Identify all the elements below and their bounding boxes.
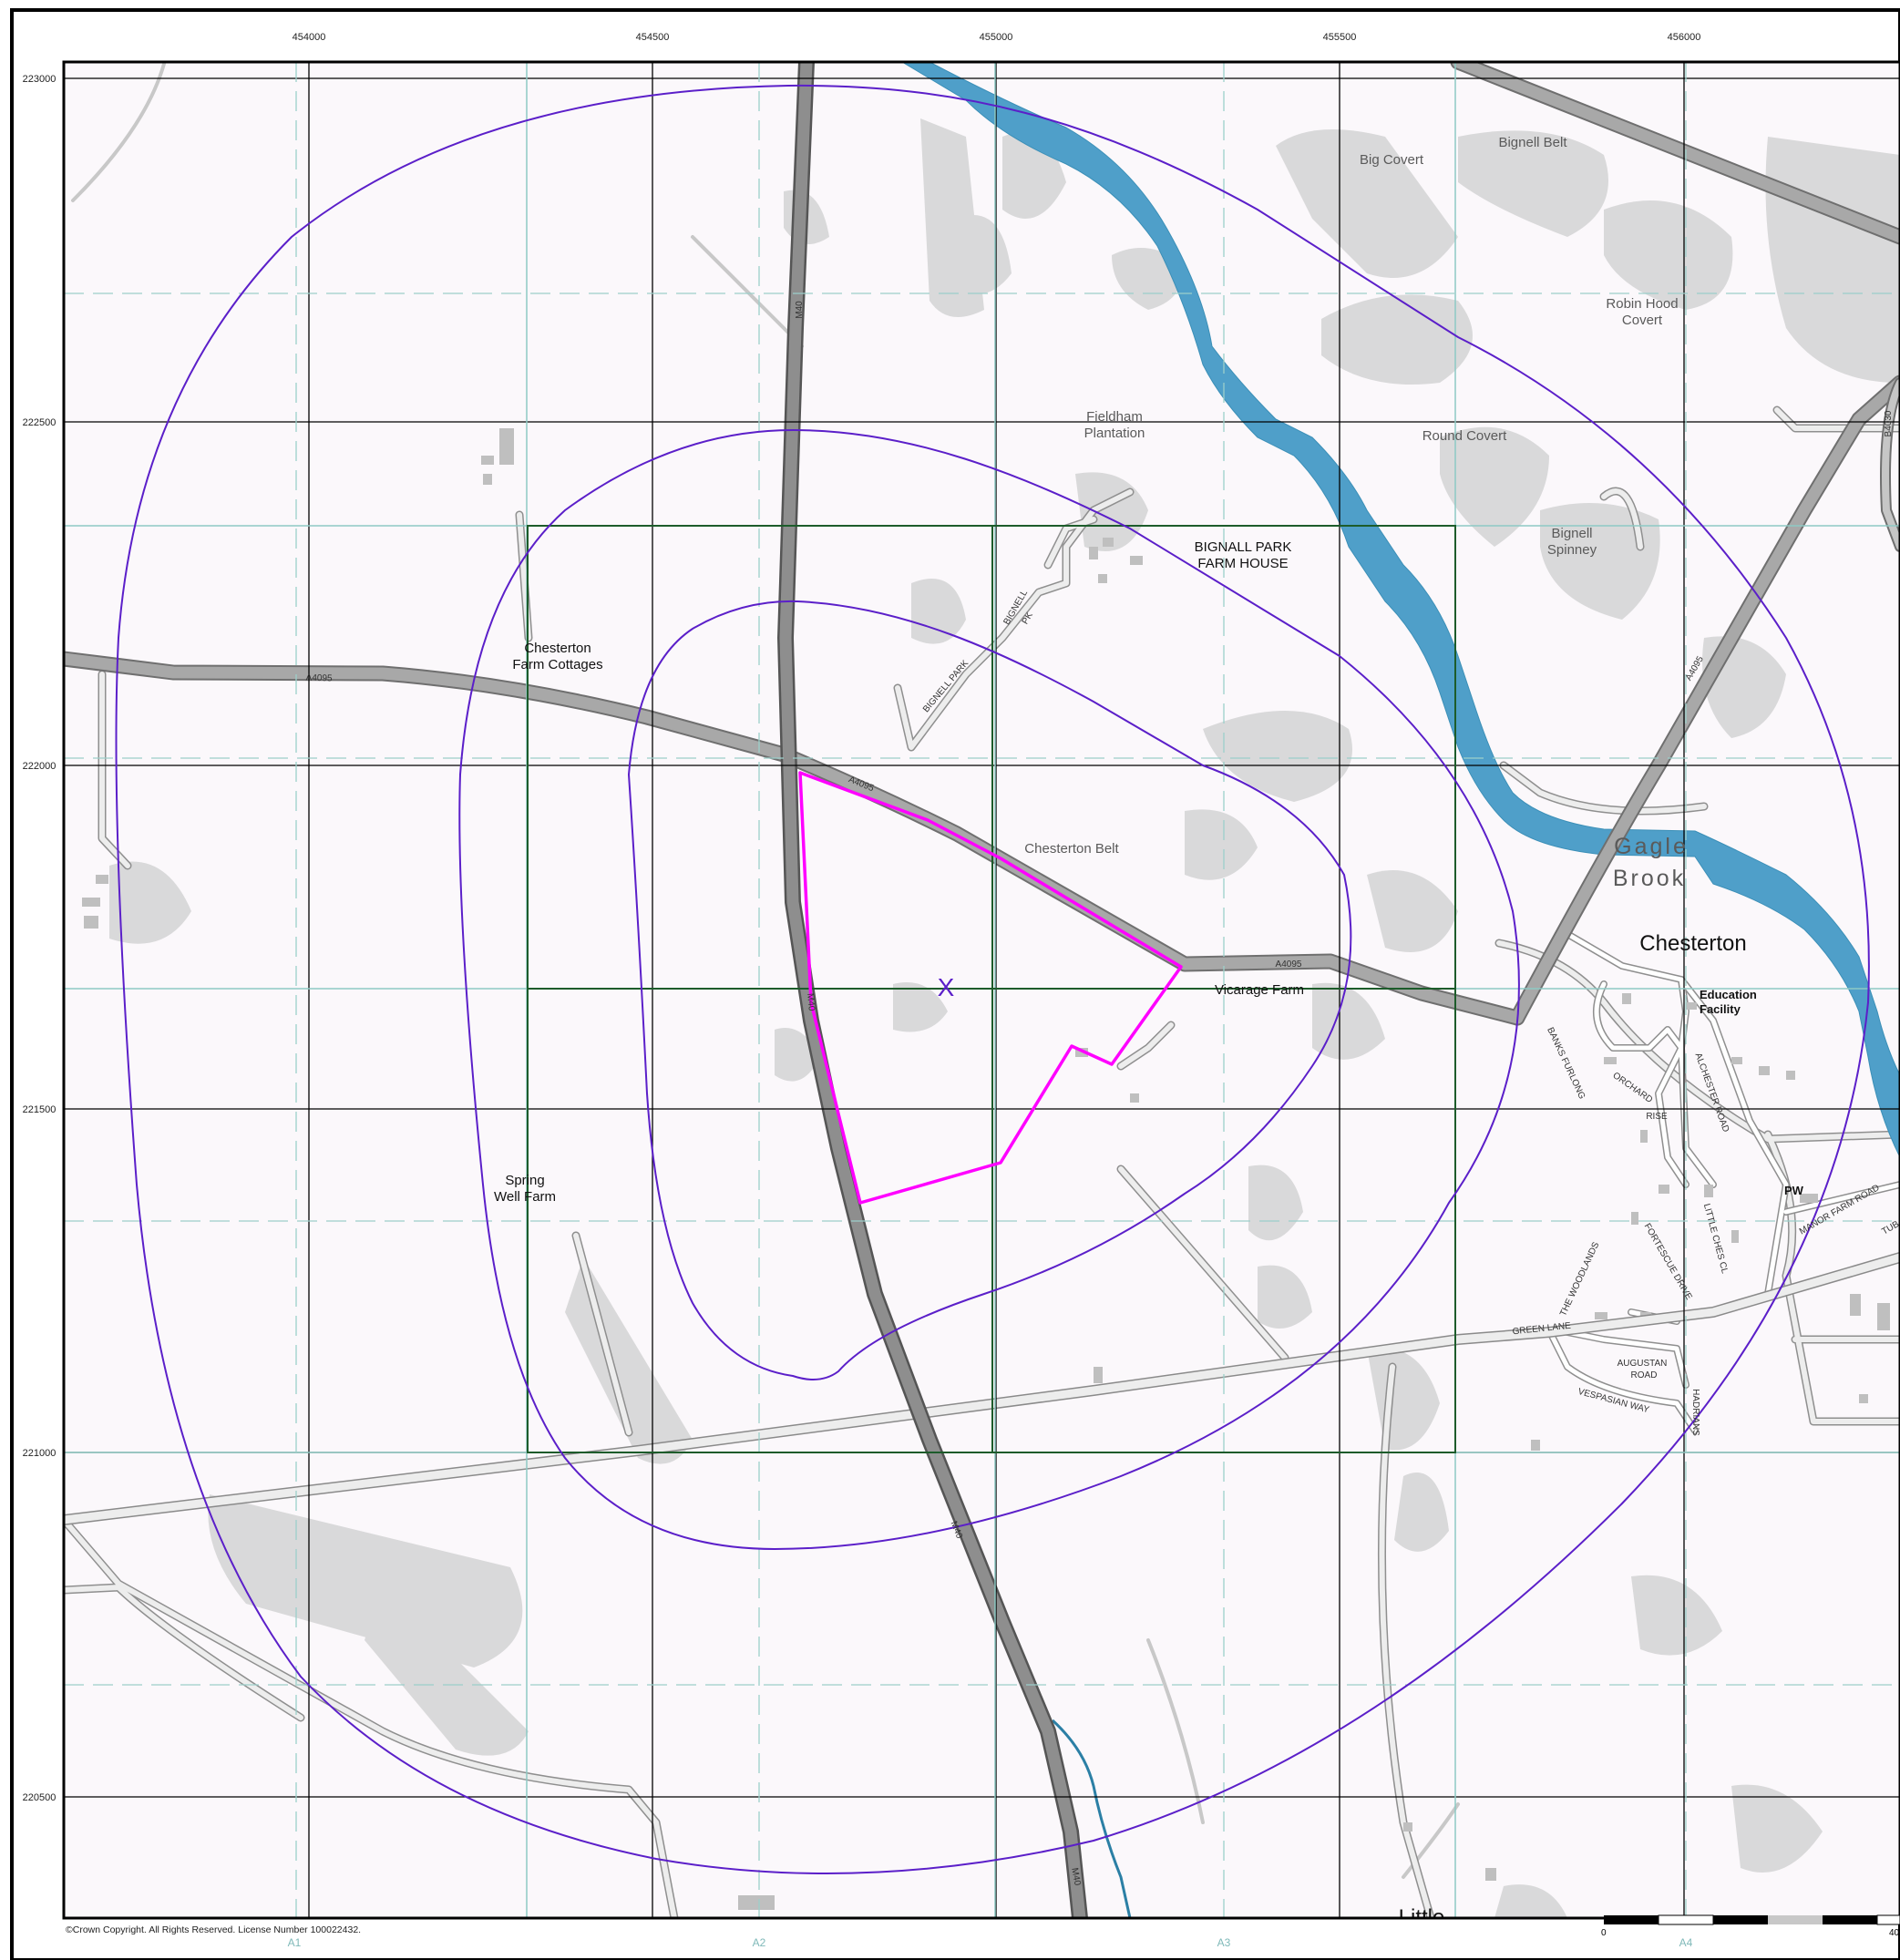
northing-label: 222000 [23, 761, 56, 772]
scale-bar: 0 40 [1601, 1914, 1900, 1938]
minor-roads [64, 405, 1900, 1918]
label-chesterton-farm-2: Farm Cottages [512, 657, 602, 672]
label-gagle: Gagle [1614, 834, 1689, 859]
northing-label: 221500 [23, 1104, 56, 1115]
label-brook: Brook [1613, 866, 1686, 891]
woodland-areas [109, 118, 1900, 1918]
road-label-augustan-1: AUGUSTAN [1618, 1359, 1668, 1369]
scale-bar-end: 40 [1889, 1928, 1900, 1938]
road-label-b4030: B4030 [1884, 410, 1894, 436]
road-label-hadrians: HADRIANS [1690, 1389, 1700, 1436]
map-background [64, 62, 1900, 1918]
easting-label: 454000 [293, 32, 326, 43]
tile-boxes [527, 525, 1456, 1453]
buffer-ring-inner [627, 600, 1352, 1380]
buffer-ring-outer [115, 84, 1870, 1874]
road-label-augustan-2: ROAD [1631, 1370, 1658, 1380]
sheet-ref-label: A4 [1679, 1936, 1693, 1949]
label-spring-2: Well Farm [494, 1189, 556, 1205]
sheet-ref-label: A2 [753, 1936, 766, 1949]
label-bignall-park-1: BIGNALL PARK [1195, 539, 1292, 555]
label-fieldham-1: Fieldham [1086, 409, 1143, 425]
sheet-ref-label: A3 [1217, 1936, 1231, 1949]
eastings-labels: 454000 454500 455000 455500 456000 [293, 32, 1701, 43]
label-round-covert: Round Covert [1422, 428, 1507, 444]
green-lane-road [64, 1252, 1900, 1525]
label-education-2: Facility [1700, 1002, 1741, 1016]
easting-label: 456000 [1668, 32, 1701, 43]
buffer-rings [115, 84, 1870, 1874]
northing-label: 223000 [23, 74, 56, 85]
buffer-ring-middle [458, 428, 1520, 1551]
label-education-1: Education [1700, 988, 1757, 1001]
road-label-m40-mid: M40 [805, 993, 816, 1012]
road-label-a4095-e: A4095 [1276, 959, 1302, 970]
sheet-ref-labels: A1 A2 A3 A4 [288, 1936, 1693, 1949]
label-spring-1: Spring [505, 1173, 544, 1188]
label-robin-hood-covert-2: Covert [1622, 313, 1663, 328]
label-chesterton-belt: Chesterton Belt [1024, 841, 1119, 857]
scale-bar-start: 0 [1601, 1928, 1607, 1938]
road-label-a4095-w: A4095 [305, 673, 333, 684]
label-robin-hood-covert-1: Robin Hood [1606, 296, 1678, 312]
gagle-brook-river [901, 62, 1900, 1158]
copyright-notice: ©Crown Copyright. All Rights Reserved. L… [66, 1924, 361, 1935]
road-label-m40-far: M40 [1069, 1867, 1082, 1886]
easting-label: 454500 [636, 32, 670, 43]
label-bignell-spinney-1: Bignell [1551, 526, 1592, 541]
stream [1051, 1719, 1132, 1918]
label-bignall-park-2: FARM HOUSE [1197, 556, 1288, 571]
label-bignell-belt: Bignell Belt [1498, 135, 1567, 150]
road-label-orchard-rise-2: RISE [1646, 1112, 1668, 1122]
site-boundary [798, 771, 1183, 1205]
label-chesterton-farm-1: Chesterton [524, 641, 591, 656]
northing-label: 220500 [23, 1792, 56, 1803]
sheet-ref-label: A1 [288, 1936, 302, 1949]
sheet-subgrid-lines [64, 62, 1900, 1918]
label-little: Little [1399, 1905, 1445, 1930]
label-big-covert: Big Covert [1360, 152, 1424, 168]
label-bignell-spinney-2: Spinney [1547, 542, 1597, 558]
easting-label: 455000 [980, 32, 1013, 43]
buildings [82, 428, 1890, 1910]
label-chesterton: Chesterton [1639, 931, 1746, 956]
map-inner-border [62, 60, 1900, 1920]
site-marker: X [938, 973, 955, 1001]
road-label-m40-n: M40 [795, 301, 805, 319]
label-fieldham-2: Plantation [1084, 426, 1145, 441]
label-vicarage-farm: Vicarage Farm [1215, 982, 1304, 998]
northing-label: 222500 [23, 417, 56, 428]
northings-labels: 223000 222500 222000 221500 221000 22050… [23, 74, 56, 1803]
place-labels: Big Covert Bignell Belt Robin Hood Cover… [494, 135, 1804, 1930]
northing-label: 221000 [23, 1448, 56, 1459]
easting-label: 455500 [1323, 32, 1357, 43]
label-pw: PW [1784, 1184, 1804, 1197]
